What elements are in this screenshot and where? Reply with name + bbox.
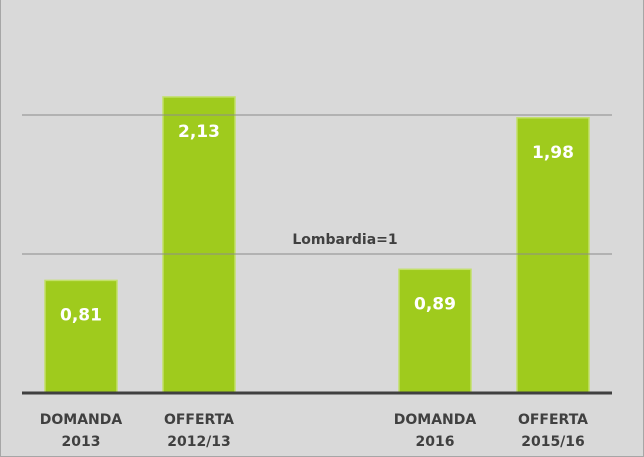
value-label: 1,98	[532, 143, 574, 163]
x-tick-label: OFFERTA	[164, 412, 234, 428]
x-tick-label: 2012/13	[167, 434, 231, 450]
value-label: 2,13	[178, 122, 220, 142]
x-tick-label: OFFERTA	[518, 412, 588, 428]
bar	[44, 279, 118, 394]
value-label: 0,89	[414, 294, 456, 314]
x-tick-label: DOMANDA	[40, 412, 123, 428]
x-tick-label: DOMANDA	[394, 412, 477, 428]
x-tick-label: 2015/16	[521, 434, 585, 450]
annotation: Lombardia=1	[292, 232, 397, 248]
bar	[162, 96, 236, 394]
value-label: 0,81	[60, 305, 102, 325]
x-tick-label: 2013	[62, 434, 101, 450]
bar	[398, 268, 472, 394]
x-tick-label: 2016	[416, 434, 455, 450]
